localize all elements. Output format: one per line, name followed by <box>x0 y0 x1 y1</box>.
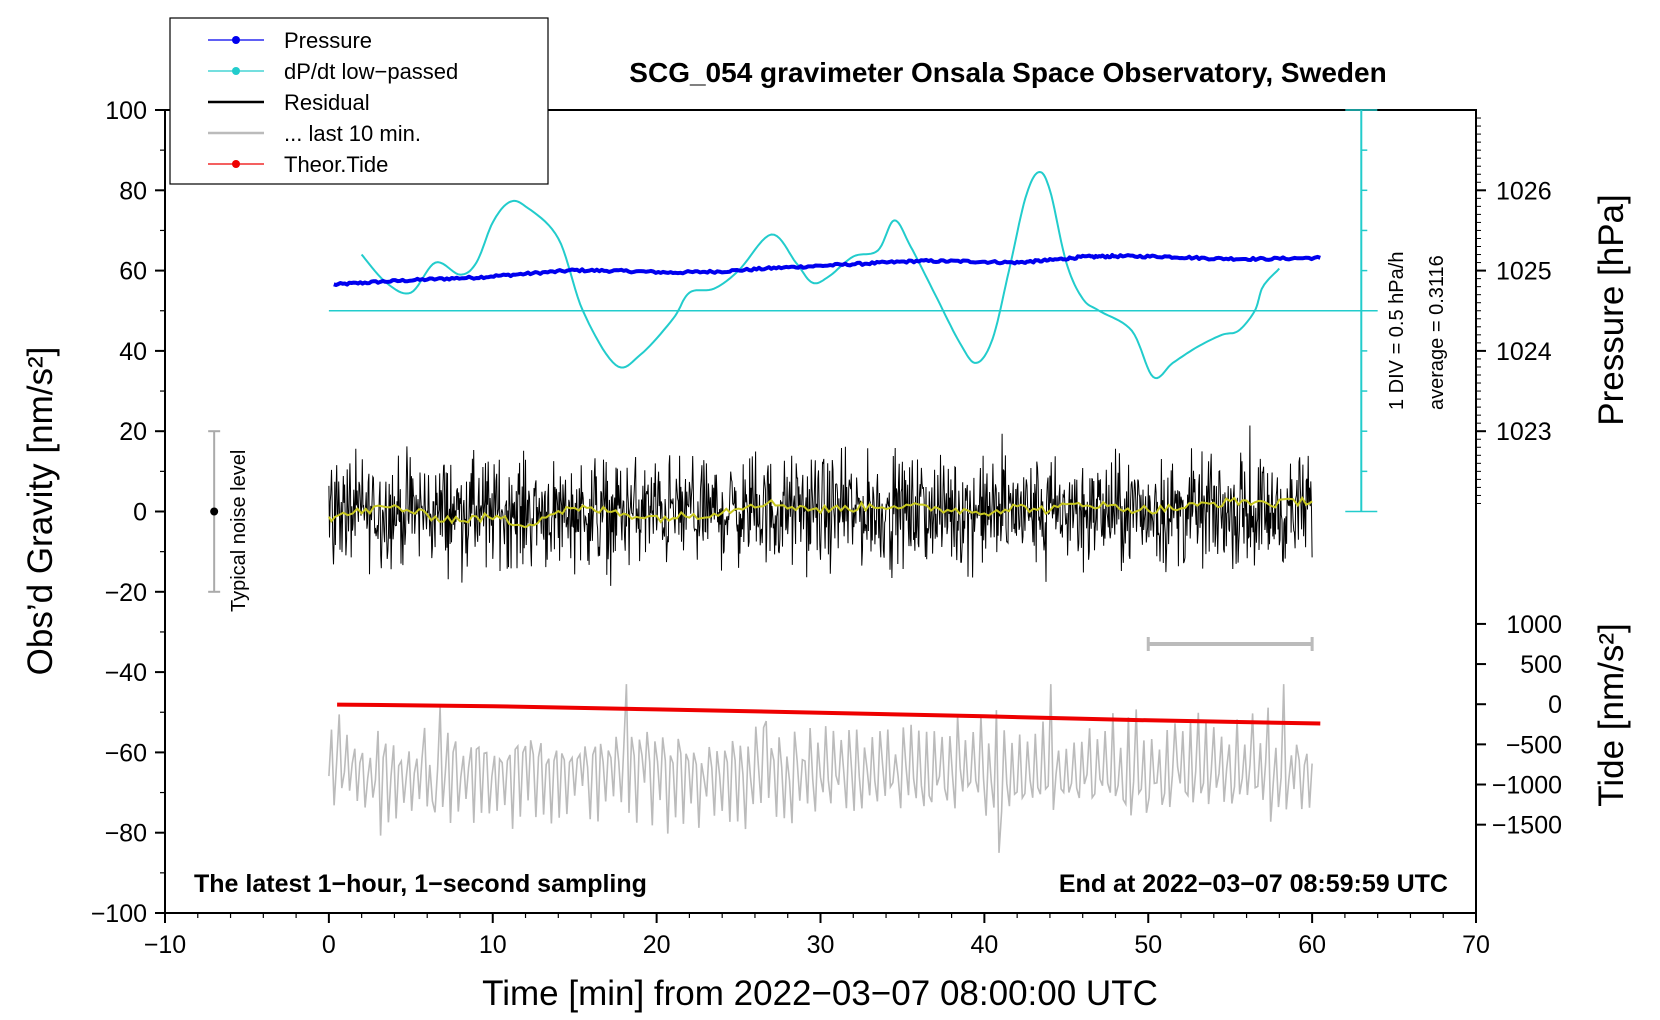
pressure-tick-label: 1023 <box>1496 418 1552 446</box>
pressure-tick-label: 1024 <box>1496 338 1552 366</box>
pressure-scale-div-label: 1 DIV = 0.5 hPa/h <box>1386 252 1408 410</box>
y-tick-label: 80 <box>119 177 147 205</box>
x-tick-label: 30 <box>807 931 835 959</box>
legend-label: Theor.Tide <box>284 152 388 177</box>
x-tick-label: 60 <box>1298 931 1326 959</box>
x-tick-label: 0 <box>322 931 336 959</box>
tide-tick-labels: −1500 −1000 −500 0 500 1000 <box>1492 611 1562 840</box>
x-tick-label: −10 <box>144 931 186 959</box>
residual-line <box>328 425 1313 586</box>
legend-label: dP/dt low−passed <box>284 59 458 84</box>
x-axis-label: Time [min] from 2022−03−07 08:00:00 UTC <box>482 974 1158 1013</box>
x-tick-label: 40 <box>970 931 998 959</box>
x-tick-labels: −10 0 10 20 30 40 50 60 70 <box>144 931 1490 959</box>
tide-tick-label: −1500 <box>1492 812 1562 840</box>
y-tick-label: −40 <box>105 659 147 687</box>
tide-axis-label: Tide [nm/s²] <box>1592 623 1631 806</box>
legend-swatch-marker <box>232 160 240 168</box>
sampling-note: The latest 1−hour, 1−second sampling <box>194 870 647 898</box>
legend-swatch-marker <box>232 36 240 44</box>
tick-marks-group <box>155 109 1486 923</box>
legend-swatch-marker <box>232 67 240 75</box>
legend-label: ... last 10 min. <box>284 121 421 146</box>
pressure-scale-average-label: average = 0.3116 <box>1426 255 1448 410</box>
tide-tick-label: 500 <box>1520 651 1562 679</box>
pressure-tick-label: 1026 <box>1496 177 1552 205</box>
y-axis-label-left: Obs’d Gravity [nm/s²] <box>21 347 60 676</box>
tide-line <box>337 702 1321 726</box>
x-tick-label: 10 <box>479 931 507 959</box>
dpdt-line <box>360 170 1281 380</box>
x-tick-label: 50 <box>1134 931 1162 959</box>
tide-tick-label: 0 <box>1548 691 1562 719</box>
y-tick-label: 100 <box>105 97 147 125</box>
y-tick-label: 0 <box>133 499 147 527</box>
pressure-axis-label: Pressure [hPa] <box>1592 194 1631 426</box>
x-tick-label: 70 <box>1462 931 1490 959</box>
pressure-tick-label: 1025 <box>1496 258 1552 286</box>
pressure-scale-group <box>1345 109 1378 513</box>
pressure-tick-labels: 1023 1024 1025 1026 <box>1496 177 1552 446</box>
noise-level-label: Typical noise level <box>228 450 250 612</box>
pressure-line <box>333 253 1321 287</box>
y-tick-label: 60 <box>119 258 147 286</box>
residual-smoothed-line <box>328 496 1313 529</box>
tide-tick-label: 1000 <box>1506 611 1562 639</box>
y-tick-label: 20 <box>119 418 147 446</box>
tide-tick-label: −500 <box>1506 731 1562 759</box>
data-series-group <box>328 170 1378 853</box>
y-tick-label: −20 <box>105 579 147 607</box>
last10min-line <box>328 684 1313 853</box>
y-tick-label: −60 <box>105 739 147 767</box>
tide-tick-label: −1000 <box>1492 772 1562 800</box>
legend: Pressure dP/dt low−passed Residual ... last… <box>169 17 549 185</box>
y-tick-label: −80 <box>105 820 147 848</box>
chart-title: SCG_054 gravimeter Onsala Space Observat… <box>629 57 1386 88</box>
end-time-note: End at 2022−03−07 08:59:59 UTC <box>1059 870 1448 898</box>
y-tick-label: −100 <box>91 900 147 928</box>
noise-center-dot <box>210 507 219 516</box>
y-tick-labels: −100 −80 −60 −40 −20 0 20 40 60 80 100 <box>91 97 147 928</box>
noise-level-indicator <box>208 430 221 593</box>
y-tick-label: 40 <box>119 338 147 366</box>
legend-label: Residual <box>284 90 370 115</box>
legend-label: Pressure <box>284 28 372 53</box>
x-tick-label: 20 <box>643 931 671 959</box>
